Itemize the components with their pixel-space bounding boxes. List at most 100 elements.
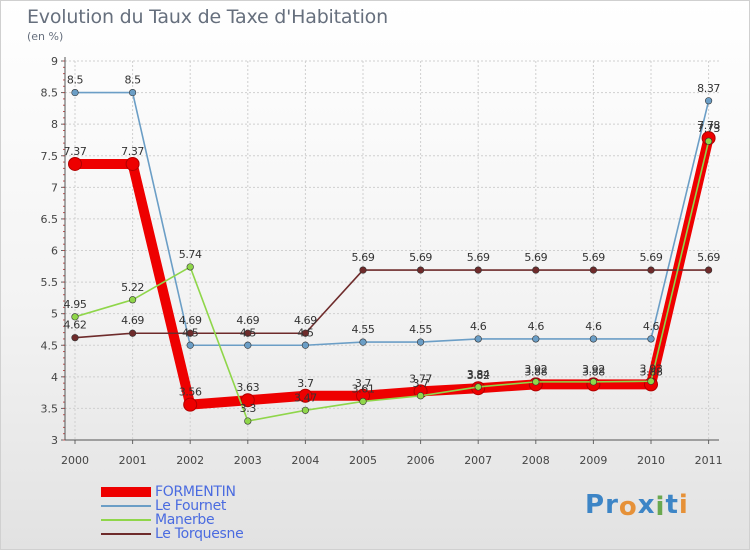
data-point-manerbe (704, 137, 713, 145)
y-tick-label: 9 (51, 55, 58, 68)
y-tick-label: 8 (51, 118, 58, 131)
x-tick-label: 2009 (579, 454, 607, 467)
data-label-le-fournet: 4.5 (297, 326, 314, 339)
data-point-manerbe (647, 377, 655, 385)
data-label-manerbe: 7.73 (697, 122, 720, 135)
data-point-le-fournet (359, 338, 367, 346)
legend-item-le-torquesne: Le Torquesne (101, 527, 301, 541)
logo-letter: r (605, 490, 619, 520)
data-label-le-fournet: 4.6 (528, 320, 545, 333)
legend-item-formentin: FORMENTIN (101, 485, 301, 499)
data-label-formentin: 3.7 (355, 377, 372, 390)
x-tick-label: 2001 (119, 454, 147, 467)
x-tick-label: 2011 (695, 454, 723, 467)
y-tick-label: 5.5 (41, 276, 59, 289)
data-label-le-torquesne: 4.69 (294, 314, 317, 327)
legend-swatch (101, 505, 151, 507)
data-point-manerbe (359, 397, 367, 406)
data-labels: 7.37 7.373.56 3.63 3.7 3.7 3.77 3.82 3.88 3.88 3.… (64, 74, 721, 415)
y-tick-label: 6.5 (41, 213, 59, 226)
data-label-le-fournet: 4.55 (409, 323, 432, 336)
data-label-le-fournet: 8.37 (697, 82, 720, 95)
data-point-manerbe (417, 392, 425, 400)
data-point-le-torquesne (532, 266, 540, 274)
data-point-formentin (240, 393, 255, 408)
data-point-le-torquesne (704, 266, 713, 274)
x-tick-label: 2000 (61, 454, 89, 467)
logo-letter: o (618, 492, 638, 522)
legend-item-le-fournet: Le Fournet (101, 499, 301, 513)
data-label-formentin: 7.78 (697, 119, 720, 132)
data-label-le-fournet: 4.55 (352, 323, 375, 336)
y-tick-label: 4 (51, 371, 58, 384)
data-label-manerbe: 3.92 (582, 363, 605, 376)
series-line-le-torquesne (74, 269, 709, 339)
legend-label: FORMENTIN (155, 484, 236, 500)
data-point-formentin (298, 388, 313, 403)
data-point-manerbe (129, 296, 137, 304)
data-label-le-torquesne: 4.69 (236, 314, 259, 327)
x-tick-label: 2010 (637, 454, 665, 467)
data-point-formentin (68, 156, 82, 171)
chart-unit-label: (en %) (27, 30, 64, 43)
logo-letter: P (585, 490, 606, 520)
legend-swatch (101, 519, 151, 521)
data-point-manerbe (244, 417, 252, 425)
data-label-formentin: 3.63 (236, 381, 259, 394)
legend-swatch (101, 487, 151, 497)
x-tick-label: 2006 (407, 454, 435, 467)
y-tick-label: 4.5 (41, 339, 59, 352)
data-label-le-torquesne: 5.69 (352, 251, 375, 264)
data-label-le-torquesne: 5.69 (409, 251, 432, 264)
data-label-le-fournet: 8.5 (124, 74, 141, 87)
data-label-manerbe: 3.93 (640, 362, 663, 375)
data-point-le-fournet (417, 338, 425, 346)
data-point-le-fournet (589, 335, 598, 343)
series-lines (68, 88, 716, 425)
x-tick-label: 2007 (464, 454, 492, 467)
data-label-formentin: 3.88 (524, 365, 547, 378)
x-tick-label: 2005 (349, 454, 377, 467)
legend-label: Le Fournet (155, 498, 227, 514)
legend-label: Le Torquesne (155, 526, 244, 542)
data-label-manerbe: 3.47 (294, 391, 317, 404)
legend-label: Manerbe (155, 512, 215, 528)
data-label-formentin: 3.82 (467, 369, 490, 382)
data-label-manerbe: 3.92 (524, 363, 547, 376)
data-label-le-torquesne: 5.69 (640, 251, 663, 264)
series-line-le-fournet (75, 91, 710, 347)
data-label-le-torquesne: 4.69 (121, 314, 144, 327)
data-label-le-torquesne: 5.69 (524, 251, 547, 264)
data-label-formentin: 7.37 (64, 145, 87, 158)
legend: FORMENTIN Le Fournet Manerbe Le Torquesne (101, 485, 301, 541)
logo-letter: i (655, 492, 666, 522)
data-point-le-torquesne (244, 329, 252, 337)
data-label-formentin: 3.56 (179, 386, 202, 399)
logo-letter: x (637, 490, 656, 520)
y-tick-label: 5 (51, 308, 58, 321)
data-label-manerbe: 5.22 (121, 281, 144, 294)
x-tick-label: 2008 (522, 454, 550, 467)
y-tick-label: 7 (51, 181, 58, 194)
data-label-manerbe: 3.84 (467, 368, 490, 381)
data-point-le-torquesne (71, 334, 79, 342)
data-point-le-torquesne (647, 266, 655, 274)
data-point-manerbe (71, 313, 79, 321)
x-tick-label: 2003 (234, 454, 262, 467)
data-label-le-torquesne: 4.62 (64, 319, 87, 332)
data-point-formentin (183, 397, 198, 412)
logo-letter: i (678, 490, 689, 520)
data-label-le-torquesne: 5.69 (697, 251, 720, 264)
y-tick-label: 6 (51, 245, 58, 258)
data-label-manerbe: 3.7 (412, 377, 429, 390)
data-point-le-fournet (704, 97, 713, 105)
logo-letter: t (665, 490, 679, 520)
data-point-le-fournet (647, 335, 655, 343)
data-point-le-fournet (301, 341, 310, 349)
series-line-manerbe (74, 141, 710, 422)
data-label-formentin: 3.7 (297, 377, 314, 390)
data-label-manerbe: 3.61 (352, 382, 375, 395)
